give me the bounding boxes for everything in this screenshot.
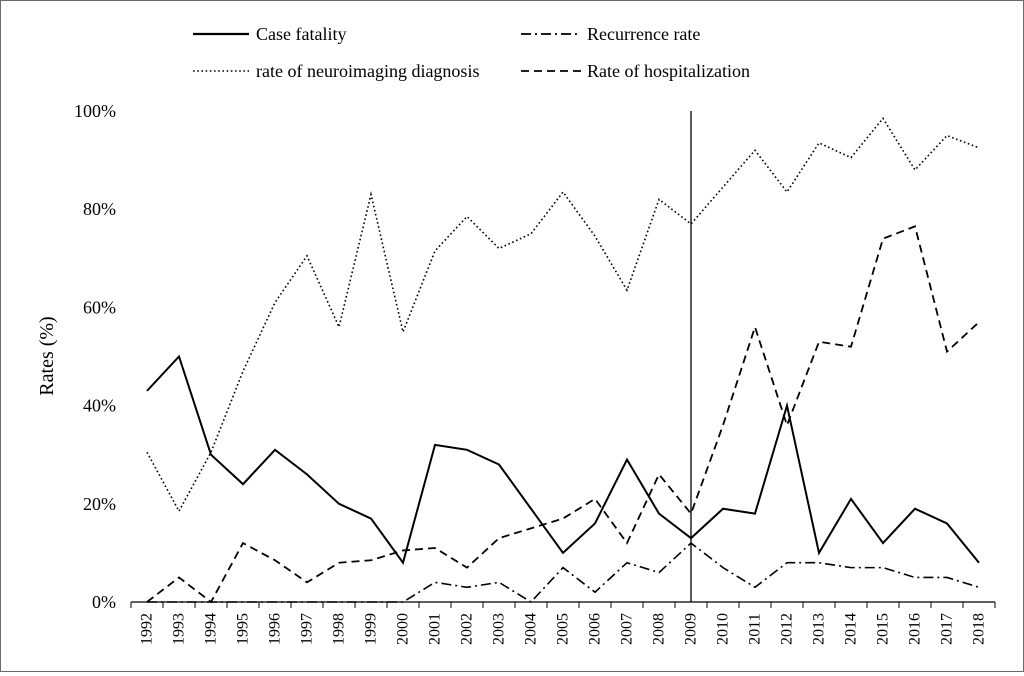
y-tick-label: 20% (83, 494, 116, 514)
x-tick-label: 2011 (747, 613, 764, 644)
legend-item-hospitalization[interactable]: Rate of hospitalization (521, 61, 750, 81)
y-tick-label: 40% (83, 396, 116, 416)
legend-label-hospitalization: Rate of hospitalization (587, 61, 750, 81)
x-tick-label: 1998 (331, 613, 348, 645)
series-layer (146, 116, 980, 604)
y-axis-ticks: 0% 20% 40% 60% 80% 100% (74, 101, 116, 612)
legend-label-neuroimaging: rate of neuroimaging diagnosis (256, 61, 479, 81)
series-line-recurrence-rate (147, 542, 980, 604)
x-tick-label: 2017 (939, 613, 956, 645)
x-tick-label: 2012 (779, 613, 796, 645)
y-tick-label: 60% (83, 297, 116, 317)
x-tick-label: 2015 (875, 613, 892, 645)
y-tick-label: 0% (92, 592, 116, 612)
x-tick-label: 2009 (683, 613, 700, 645)
x-tick-label: 2004 (523, 613, 540, 645)
x-tick-label: 2013 (811, 613, 828, 645)
x-tick-label: 1995 (235, 613, 252, 645)
x-tick-label: 2005 (555, 613, 572, 645)
y-tick-label: 100% (74, 101, 116, 121)
x-tick-label: 2018 (971, 613, 988, 645)
legend-label-recurrence-rate: Recurrence rate (587, 24, 700, 44)
x-tick-label: 2008 (651, 613, 668, 645)
x-tick-label: 2001 (427, 613, 444, 645)
legend-label-case-fatality: Case fatality (256, 24, 346, 44)
x-tick-label: 2016 (907, 613, 924, 645)
x-tick-label: 1992 (139, 613, 156, 645)
series-line-case-fatality (146, 354, 980, 566)
x-tick-label: 2014 (843, 613, 860, 645)
x-tick-label: 1993 (171, 613, 188, 645)
series-line-rate-of-neuroimaging-diagnosis (146, 116, 980, 513)
y-axis-title: Rates (%) (36, 316, 58, 395)
x-tick-label: 1999 (363, 613, 380, 645)
x-tick-label: 1996 (267, 613, 284, 645)
x-tick-label: 1994 (203, 613, 220, 645)
legend: Case fatality Recurrence rate rate of ne… (193, 24, 750, 81)
x-tick-label: 1997 (299, 613, 316, 645)
x-tick-label: 2000 (395, 613, 412, 645)
x-tick-label: 2002 (459, 613, 476, 645)
legend-item-neuroimaging[interactable]: rate of neuroimaging diagnosis (193, 61, 479, 81)
x-tick-label: 2003 (491, 613, 508, 645)
x-axis-ticks: 1992 1993 1994 1995 1996 1997 1998 1999 2000 2001… (130, 602, 996, 645)
legend-item-recurrence-rate[interactable]: Recurrence rate (521, 24, 700, 44)
series-line-rate-of-hospitalization (146, 225, 980, 604)
x-tick-label: 2010 (715, 613, 732, 645)
x-tick-label: 2007 (619, 613, 636, 645)
x-tick-label: 2006 (587, 613, 604, 645)
legend-item-case-fatality[interactable]: Case fatality (193, 24, 346, 44)
y-tick-label: 80% (83, 199, 116, 219)
